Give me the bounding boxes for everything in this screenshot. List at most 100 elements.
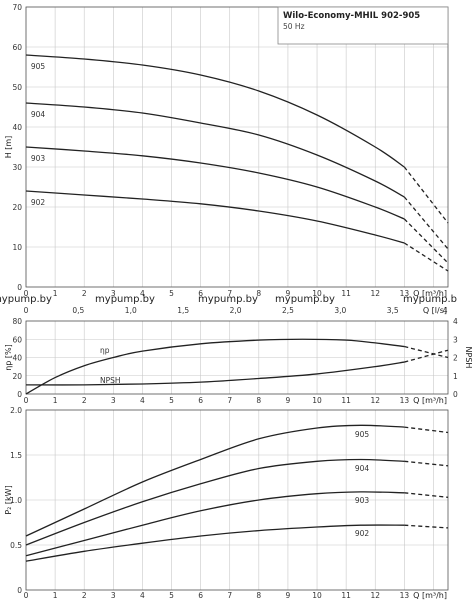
p2-x-tick-label: 1 xyxy=(53,591,58,600)
p2-y-tick-label: 1.5 xyxy=(10,451,22,460)
h-curve-902-line-extension xyxy=(403,242,449,272)
p2-curve-904-line xyxy=(25,458,405,546)
h-x2-tick-label: 3,5 xyxy=(387,306,399,315)
p2-x-tick-label: 11 xyxy=(341,591,351,600)
p2-x-tick-label: 2 xyxy=(82,591,87,600)
eff-y-tick-label: 40 xyxy=(12,354,22,363)
eff-x-tick-label: 7 xyxy=(227,396,232,405)
h-y-tick-label: 20 xyxy=(12,203,22,212)
h-y-tick-label: 30 xyxy=(12,163,22,172)
h-x2-axis-label: Q [l/s] xyxy=(423,306,447,315)
eff-y-axis-label: ηp [%] xyxy=(4,344,13,371)
p2-x-tick-label: 10 xyxy=(312,591,322,600)
eff-y-tick-label: 20 xyxy=(12,372,22,381)
p2-curve-902-line xyxy=(25,524,405,562)
h-x-tick-label: 7 xyxy=(227,289,232,298)
p2-y-tick-label: 2.0 xyxy=(10,406,22,415)
h-curve-label-904: 904 xyxy=(31,110,46,119)
efficiency-curve-line xyxy=(25,338,405,395)
h-x-tick-label: 3 xyxy=(111,289,116,298)
h-curve-904-line xyxy=(25,102,405,198)
eff-x-tick-label: 13 xyxy=(400,396,410,405)
h-x-tick-label: 12 xyxy=(370,289,380,298)
chart-title: Wilo-Economy-MHIL 902-905 xyxy=(283,11,420,21)
p2-curve-904-line-extension xyxy=(404,460,449,467)
p2-x-tick-label: 4 xyxy=(140,591,145,600)
p2-x-axis-label: Q [m³/h] xyxy=(413,591,447,600)
eff-x-tick-label: 0 xyxy=(24,396,29,405)
eff-x-tick-label: 11 xyxy=(341,396,351,405)
watermark-text: mypump.by xyxy=(198,294,258,305)
p2-x-tick-label: 5 xyxy=(169,591,174,600)
title-box xyxy=(277,6,449,45)
h-curve-label-905: 905 xyxy=(31,62,46,71)
h-x2-tick-label: 0,5 xyxy=(72,306,84,315)
h-x-tick-label: 1 xyxy=(53,289,58,298)
eff-x-tick-label: 1 xyxy=(53,396,58,405)
p2-y-tick-label: 0 xyxy=(17,586,22,595)
p2-y-axis-label: P₂ [kW] xyxy=(4,485,13,514)
efficiency-curve-label: ηp xyxy=(100,346,110,355)
eff-x-tick-label: 8 xyxy=(256,396,261,405)
h-x2-tick-label: 1,5 xyxy=(177,306,189,315)
eff-x-axis-label: Q [m³/h] xyxy=(413,396,447,405)
p2-x-tick-label: 13 xyxy=(400,591,410,600)
h-x-tick-label: 4 xyxy=(140,289,145,298)
npsh-y-tick-label: 3 xyxy=(453,335,458,344)
h-curve-903-line xyxy=(25,146,405,220)
npsh-y-tick-label: 0 xyxy=(453,390,458,399)
npsh-curve-line xyxy=(25,361,405,386)
h-curve-905-line xyxy=(25,54,405,168)
p2-curve-905-line xyxy=(25,424,405,537)
p2-y-tick-label: 0.5 xyxy=(10,541,22,550)
p2-x-tick-label: 9 xyxy=(286,591,291,600)
h-x-tick-label: 8 xyxy=(256,289,261,298)
h-curve-902-line xyxy=(25,190,405,244)
p2-curve-902-line-extension xyxy=(404,524,449,529)
p2-curve-903-line xyxy=(25,491,405,557)
eff-x-tick-label: 4 xyxy=(140,396,145,405)
p2-x-tick-label: 7 xyxy=(227,591,232,600)
h-x-tick-label: 10 xyxy=(312,289,322,298)
eff-x-tick-label: 12 xyxy=(370,396,380,405)
npsh-y-axis-label: NPSH xyxy=(464,347,473,369)
h-y-tick-label: 10 xyxy=(12,243,22,252)
h-x-tick-label: 0 xyxy=(24,289,29,298)
p2-plot-frame xyxy=(25,409,449,591)
p2-curve-903-line-extension xyxy=(404,492,449,498)
eff-x-tick-label: 9 xyxy=(286,396,291,405)
npsh-y-tick-label: 1 xyxy=(453,372,458,381)
h-y-tick-label: 40 xyxy=(12,123,22,132)
eff-x-tick-label: 10 xyxy=(312,396,322,405)
npsh-y-tick-label: 2 xyxy=(453,354,458,363)
eff-y-tick-label: 60 xyxy=(12,335,22,344)
h-curve-label-903: 903 xyxy=(31,154,46,163)
p2-x-tick-label: 3 xyxy=(111,591,116,600)
p2-x-tick-label: 0 xyxy=(24,591,29,600)
h-curve-903-line-extension xyxy=(403,218,449,264)
h-x2-tick-label: 2,5 xyxy=(282,306,294,315)
p2-x-tick-label: 6 xyxy=(198,591,203,600)
watermark-text: mypump.b xyxy=(403,294,457,305)
h-y-tick-label: 50 xyxy=(12,83,22,92)
h-curve-905-line-extension xyxy=(403,166,449,224)
watermark-text: mypump.by xyxy=(0,294,52,305)
p2-x-tick-label: 8 xyxy=(256,591,261,600)
p2-curve-label-904: 904 xyxy=(355,464,370,473)
efficiency-curve-line-extension xyxy=(404,345,449,359)
h-x-tick-label: 13 xyxy=(400,289,410,298)
h-x2-tick-label: 3,0 xyxy=(334,306,346,315)
eff-x-tick-label: 5 xyxy=(169,396,174,405)
p2-curve-905-line-extension xyxy=(404,426,449,434)
chart-subtitle: 50 Hz xyxy=(283,22,305,31)
p2-y-tick-label: 1.0 xyxy=(10,496,22,505)
h-plot-frame xyxy=(25,6,449,288)
h-curve-904-line-extension xyxy=(403,196,449,250)
h-y-tick-label: 0 xyxy=(17,283,22,292)
eff-x-tick-label: 6 xyxy=(198,396,203,405)
p2-curve-label-905: 905 xyxy=(355,430,370,439)
watermark-text: mypump.by xyxy=(275,294,335,305)
p2-x-tick-label: 12 xyxy=(370,591,380,600)
h-curve-label-902: 902 xyxy=(31,198,46,207)
npsh-curve-line-extension xyxy=(404,349,449,363)
